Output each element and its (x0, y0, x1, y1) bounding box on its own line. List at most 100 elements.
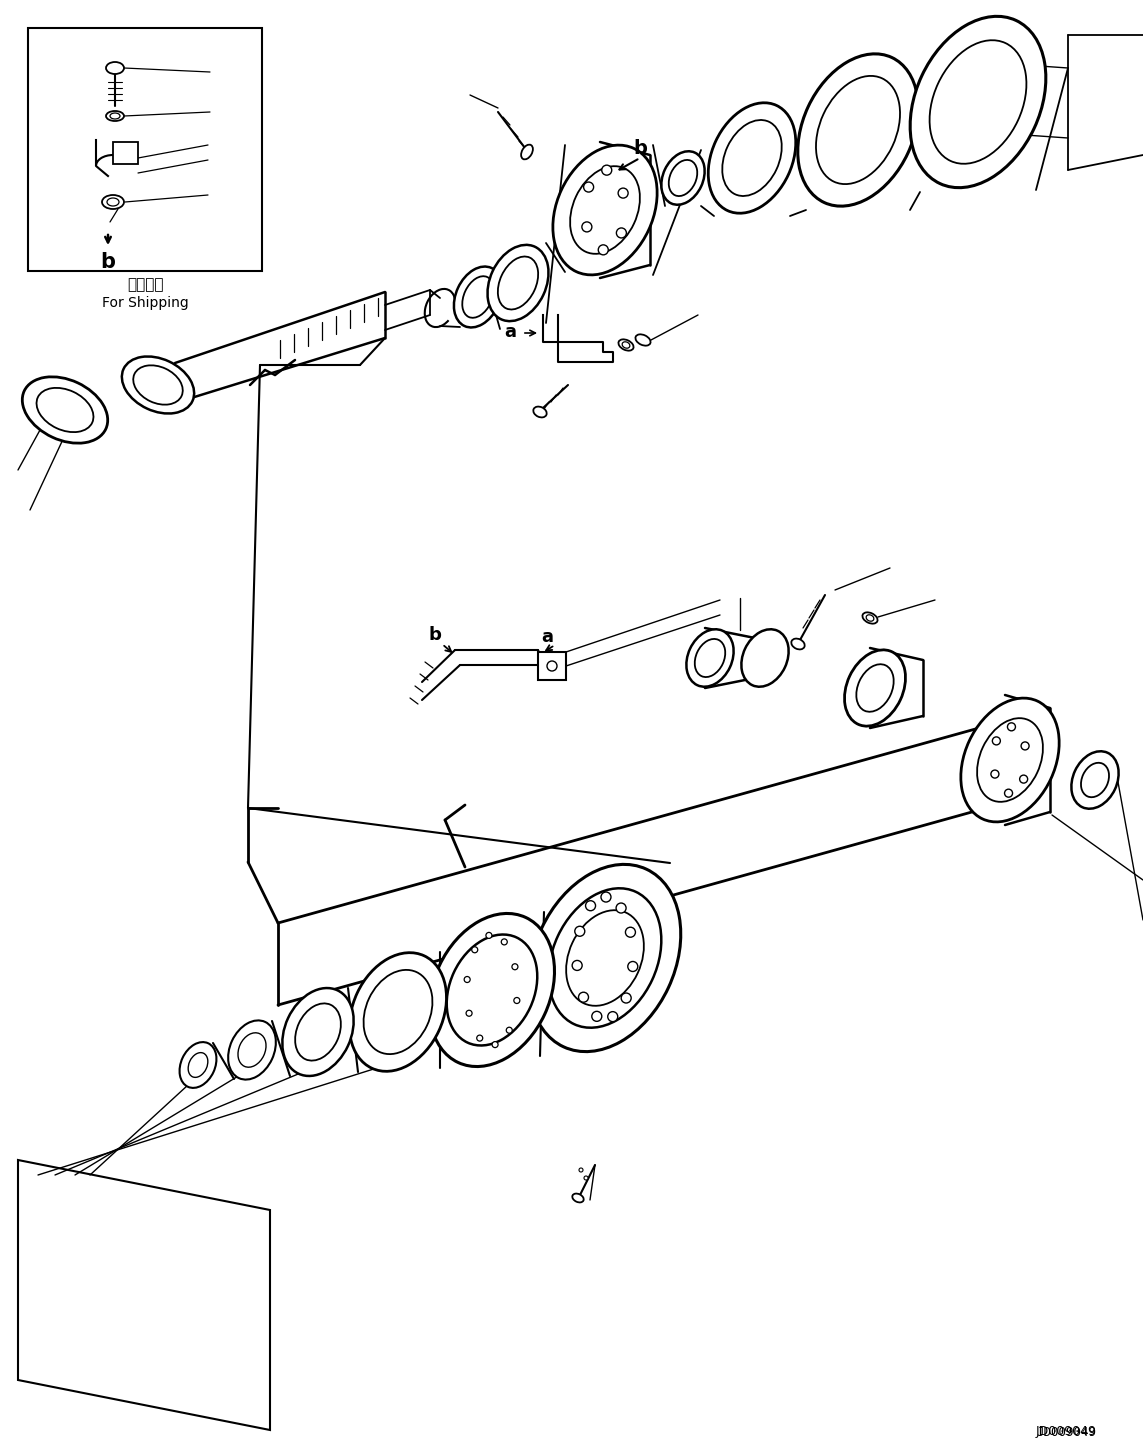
Ellipse shape (662, 151, 704, 205)
Ellipse shape (189, 1052, 208, 1077)
Bar (27, 28, 262, 271)
Circle shape (573, 960, 582, 970)
Ellipse shape (929, 41, 1026, 164)
Ellipse shape (122, 356, 194, 413)
Circle shape (598, 244, 608, 255)
Ellipse shape (23, 377, 107, 444)
Ellipse shape (363, 970, 432, 1053)
Ellipse shape (722, 119, 782, 196)
Ellipse shape (687, 629, 734, 687)
Ellipse shape (553, 146, 657, 275)
Circle shape (512, 963, 518, 969)
Ellipse shape (669, 160, 697, 196)
Ellipse shape (549, 889, 662, 1027)
Ellipse shape (910, 16, 1046, 188)
Ellipse shape (350, 953, 447, 1071)
Ellipse shape (447, 934, 537, 1046)
Ellipse shape (295, 1004, 341, 1061)
Ellipse shape (179, 1042, 216, 1088)
Ellipse shape (566, 911, 644, 1005)
Circle shape (592, 1011, 602, 1021)
Ellipse shape (636, 335, 650, 346)
Ellipse shape (1081, 762, 1109, 797)
Text: a: a (504, 323, 515, 340)
Circle shape (514, 998, 520, 1004)
Ellipse shape (570, 166, 640, 253)
Ellipse shape (488, 244, 549, 322)
Circle shape (585, 901, 596, 911)
Ellipse shape (1071, 751, 1119, 809)
Ellipse shape (798, 54, 918, 207)
Circle shape (472, 947, 478, 953)
Ellipse shape (961, 698, 1060, 822)
Ellipse shape (845, 650, 905, 726)
Circle shape (1021, 742, 1029, 749)
Ellipse shape (454, 266, 502, 327)
Circle shape (625, 927, 636, 937)
Circle shape (601, 892, 612, 902)
Ellipse shape (106, 63, 123, 74)
Text: JD009049: JD009049 (1036, 1426, 1096, 1439)
Circle shape (464, 976, 470, 982)
Ellipse shape (622, 342, 630, 348)
Ellipse shape (134, 365, 183, 404)
Ellipse shape (856, 665, 894, 711)
Circle shape (582, 223, 592, 231)
Ellipse shape (106, 111, 123, 121)
Ellipse shape (742, 629, 789, 687)
Circle shape (991, 770, 999, 778)
Text: JD009049: JD009049 (1036, 1426, 1096, 1439)
Bar (538, 652, 566, 679)
Circle shape (466, 1010, 472, 1016)
Ellipse shape (238, 1033, 266, 1067)
Ellipse shape (573, 1193, 584, 1202)
Circle shape (616, 904, 626, 914)
Ellipse shape (498, 256, 538, 310)
Text: a: a (541, 629, 553, 646)
Circle shape (578, 992, 589, 1002)
Text: For Shipping: For Shipping (102, 295, 189, 310)
Circle shape (628, 962, 638, 972)
Polygon shape (18, 1160, 270, 1430)
Circle shape (580, 1168, 583, 1171)
Ellipse shape (791, 639, 805, 649)
Circle shape (584, 1176, 588, 1180)
Ellipse shape (521, 144, 533, 160)
Ellipse shape (229, 1020, 275, 1080)
Ellipse shape (709, 103, 796, 214)
Circle shape (547, 661, 557, 671)
Circle shape (992, 736, 1000, 745)
Ellipse shape (977, 719, 1042, 802)
Circle shape (621, 992, 631, 1002)
Ellipse shape (282, 988, 353, 1075)
Circle shape (1020, 776, 1028, 783)
Ellipse shape (430, 914, 554, 1067)
Circle shape (584, 182, 593, 192)
Bar (113, 143, 138, 164)
Ellipse shape (37, 388, 94, 432)
Ellipse shape (462, 276, 494, 317)
Ellipse shape (534, 406, 546, 418)
Circle shape (506, 1027, 512, 1033)
Ellipse shape (529, 864, 681, 1052)
Ellipse shape (618, 339, 633, 351)
Circle shape (502, 938, 507, 944)
Ellipse shape (695, 639, 726, 677)
Ellipse shape (110, 113, 120, 119)
Text: b: b (101, 252, 115, 272)
Circle shape (477, 1035, 482, 1042)
Text: b: b (429, 626, 441, 645)
Circle shape (608, 1011, 617, 1021)
Text: b: b (633, 138, 647, 157)
Ellipse shape (107, 198, 119, 207)
Circle shape (1005, 789, 1013, 797)
Ellipse shape (102, 195, 123, 210)
Ellipse shape (816, 76, 900, 185)
Circle shape (616, 228, 626, 239)
Circle shape (575, 927, 585, 936)
Circle shape (1007, 723, 1015, 730)
Text: 運搜部品: 運搜部品 (127, 278, 163, 292)
Circle shape (618, 188, 629, 198)
Ellipse shape (866, 615, 874, 621)
Circle shape (486, 933, 491, 938)
